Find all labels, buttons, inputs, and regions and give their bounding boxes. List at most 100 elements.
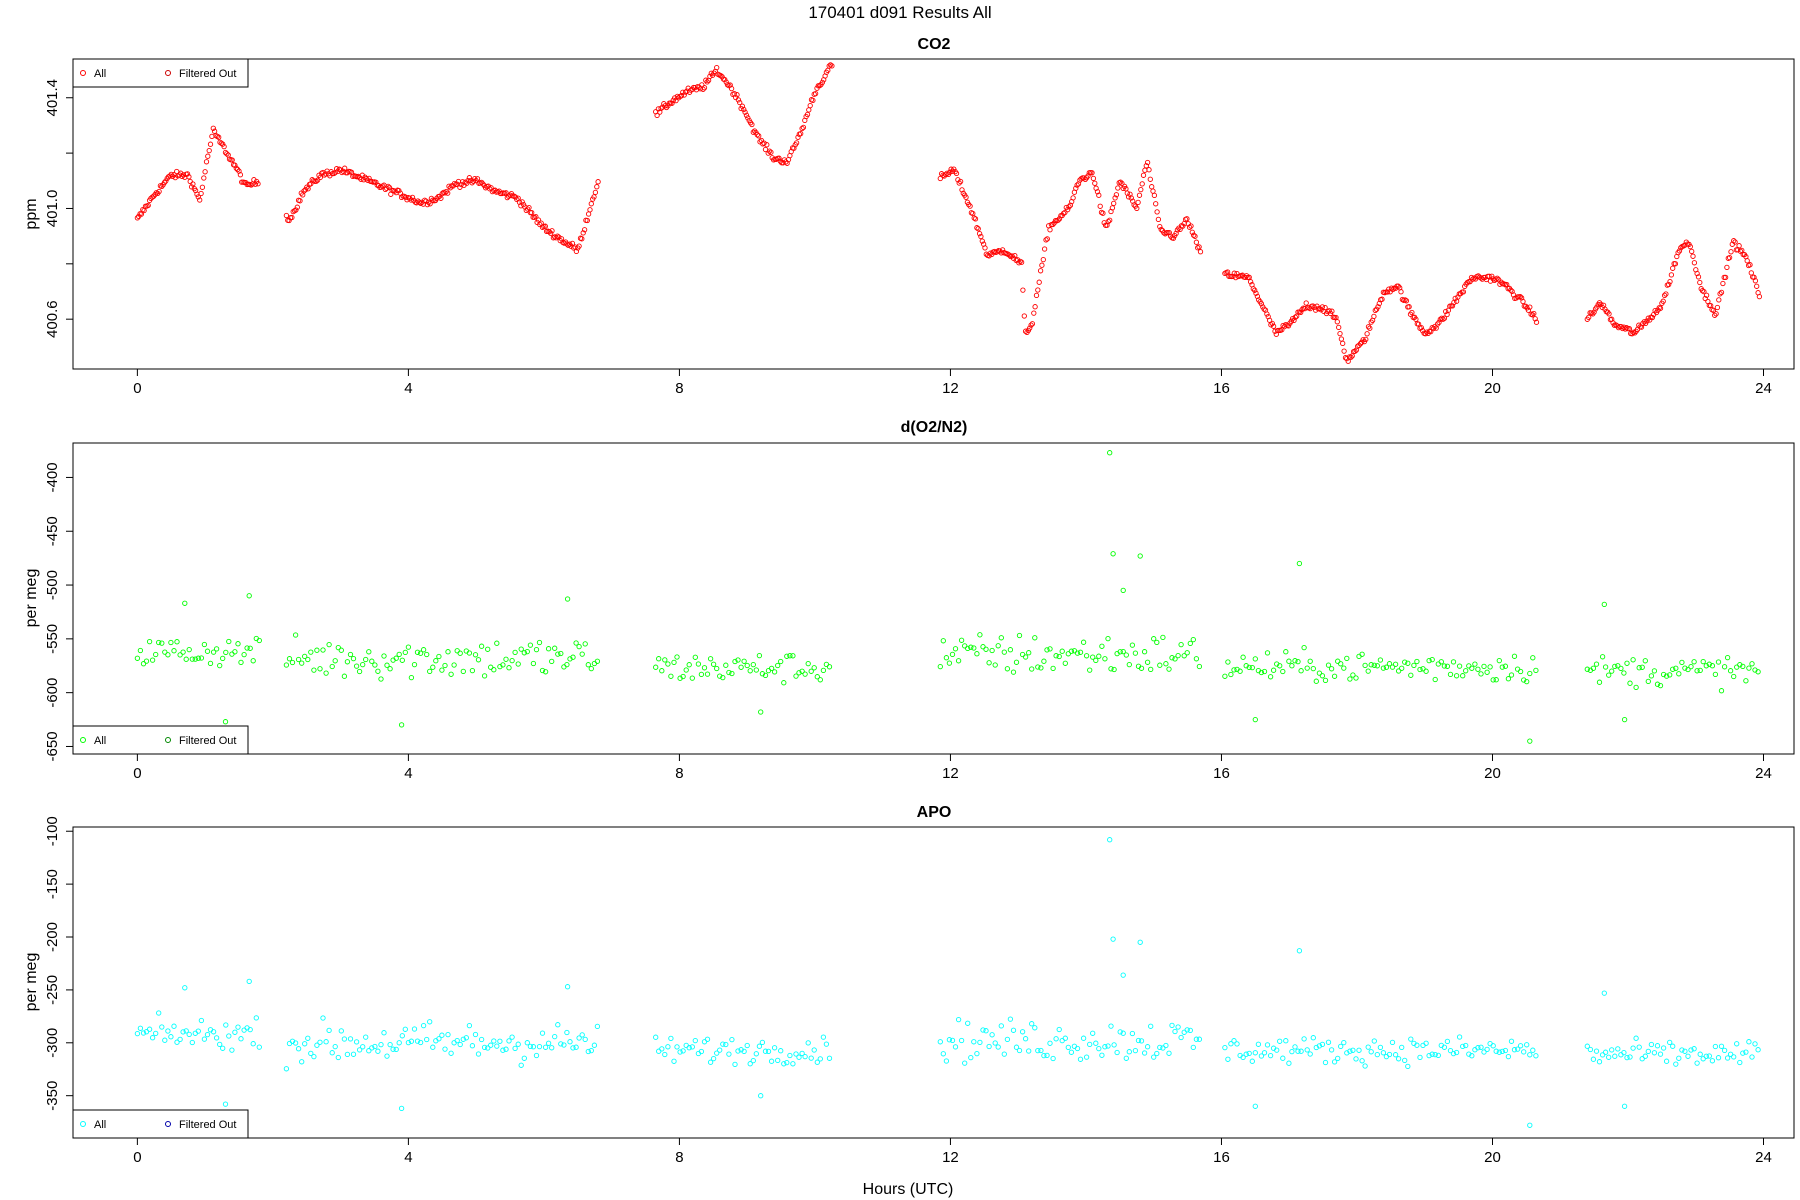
co2-data-point [1668,272,1675,278]
apo-data-point [989,1032,995,1038]
apo-data-point [974,1050,980,1057]
apo-data-point [1737,1059,1743,1066]
o2n2-data-point [656,656,662,662]
apo-legend-box [72,1109,249,1139]
co2-data-point [1594,304,1600,310]
co2-data-point [750,129,756,135]
apo-data-point [937,1039,943,1045]
co2-data-point [409,194,416,201]
co2-data-point [658,105,664,111]
o2n2-data-point [485,646,491,652]
co2-data-point [1039,262,1045,268]
o2n2-data-point [1590,665,1597,671]
apo-data-point [1414,1042,1420,1048]
apo-data-point [1478,1044,1484,1050]
o2n2-data-point [207,660,214,667]
apo-data-point [1151,1054,1157,1060]
co2-data-point [1060,210,1067,217]
co2-data-point [1720,280,1726,287]
apo-data-point [778,1048,784,1054]
o2n2-legend: All Filtered Out [72,725,249,755]
apo-data-point [1108,1023,1114,1029]
apo-data-point [955,1016,962,1023]
apo-data-point [753,1051,759,1057]
co2-data-point [195,194,201,200]
o2n2-data-point [1328,666,1335,672]
o2n2-data-point [247,645,253,651]
apo-data-point [962,1060,968,1066]
co2-data-point [1703,292,1710,298]
o2n2-data-point [1016,632,1023,639]
co2-data-point [1717,291,1723,297]
apo-data-point [1435,1052,1441,1059]
o2n2-data-point [451,662,457,668]
co2-data-point [585,211,592,217]
o2n2-data-point [1111,666,1117,673]
co2-data-point [1365,324,1372,330]
co2-data-point [1661,292,1668,299]
co2-data-point [445,190,451,196]
apo-data-point [1374,1051,1380,1058]
o2n2-data-point [1530,655,1536,661]
o2n2-data-point [314,647,320,653]
o2n2-data-point [494,640,500,646]
co2-data-point [1702,295,1708,302]
apo-data-point [1163,1042,1169,1049]
o2n2-data-point [289,659,296,666]
apo-data-point [1240,1054,1246,1061]
apo-data-point [503,1046,509,1052]
co2-data-point [971,215,977,221]
apo-data-point [1335,1055,1341,1062]
apo-data-point [153,1030,159,1037]
co2-data-point [1520,298,1526,305]
co2-data-point [799,125,805,132]
apo-data-point [573,1044,579,1050]
apo-data-point [405,1039,412,1046]
co2-data-point [1066,204,1072,210]
co2-data-point [1586,314,1592,321]
co2-data-point [1667,278,1673,285]
apo-data-point [811,1047,817,1053]
co2-data-point [1452,295,1458,302]
apo-data-point [1050,1055,1056,1062]
o2n2-data-point [689,675,695,681]
o2n2-data-point [1740,663,1746,670]
o2n2-data-point [375,668,381,674]
apo-data-point [1469,1053,1475,1059]
co2-legend-box [72,58,249,88]
o2n2-data-point [1138,665,1145,671]
o2n2-data-point [1505,676,1512,682]
co2-data-point [190,181,196,187]
o2n2-data-point [1368,662,1374,668]
o2n2-data-point [1395,668,1402,674]
apo-outlier-point [398,1105,405,1112]
apo-data-point [1667,1039,1673,1046]
apo-data-point [1249,1058,1255,1064]
co2-data-point [1744,258,1750,264]
co2-data-point [1044,236,1050,242]
co2-data-point [1154,209,1160,215]
o2n2-data-point [1487,664,1493,670]
apo-data-point [1402,1057,1408,1064]
o2n2-data-point [1264,650,1271,656]
o2n2-data-point [329,663,335,670]
co2-data-point [764,142,770,148]
co2-data-point [1697,279,1703,286]
apo-data-point [1746,1039,1752,1045]
o2n2-data-point [570,654,576,660]
apo-data-point [744,1042,750,1049]
apo-data-point [1301,1036,1307,1042]
co2-data-point [1269,320,1275,327]
o2n2-data-point [1062,660,1068,666]
co2-panel: CO2 ppm All Filtered Out 0 4 8 12 16 20 24 400.… [23,36,1795,397]
o2n2-data-point [1252,656,1258,662]
co2-x-tick-label: 16 [1213,380,1230,397]
o2n2-data-point [1596,679,1603,685]
o2n2-data-point [326,641,332,648]
apo-data-point [1593,1048,1600,1054]
o2n2-data-point [1402,659,1408,665]
o2n2-data-point [1703,663,1709,669]
co2-data-point [1672,261,1679,267]
apo-data-point [1441,1044,1448,1050]
apo-data-point [561,1042,567,1048]
